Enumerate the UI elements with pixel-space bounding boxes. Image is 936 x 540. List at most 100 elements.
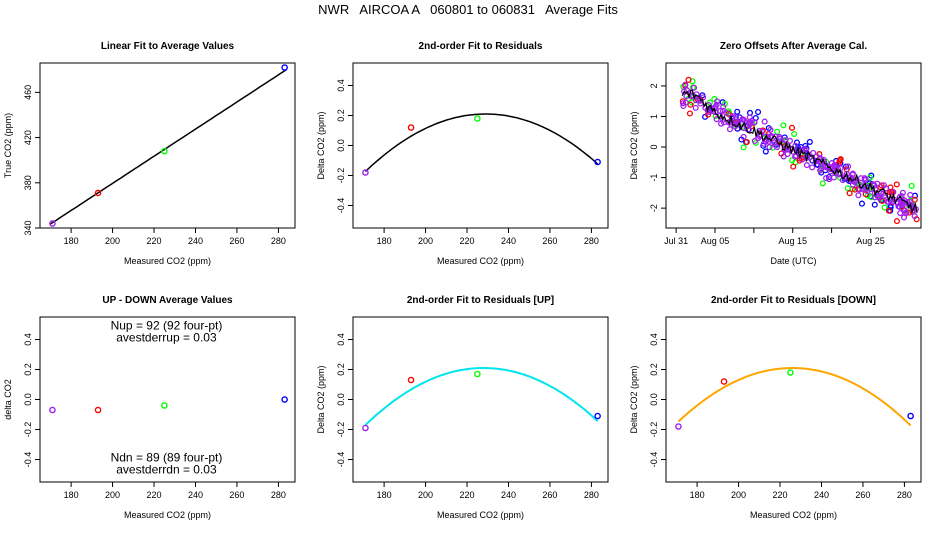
offset-point-purple xyxy=(880,182,888,189)
y-tick-label: 340 xyxy=(23,220,33,235)
y-tick-label: 0.0 xyxy=(336,393,346,406)
plot-frame xyxy=(665,62,922,229)
offset-point-purple xyxy=(751,119,758,126)
x-tick-label: 280 xyxy=(271,490,286,500)
x-tick-label: Aug 15 xyxy=(778,236,807,246)
offset-point-purple xyxy=(692,97,700,104)
y-tick-label: 0.2 xyxy=(336,109,346,122)
offset-point-purple xyxy=(830,174,837,181)
offset-point-purple xyxy=(817,167,824,174)
chart-title: Zero Offsets After Average Cal. xyxy=(720,41,867,52)
y-tick-label: 1 xyxy=(649,114,659,119)
offset-point-green xyxy=(789,157,796,164)
x-tick-label: 200 xyxy=(105,490,120,500)
x-tick-label: 280 xyxy=(897,490,912,500)
offset-point-purple xyxy=(780,153,787,160)
data-layer xyxy=(679,76,920,225)
chart-zero-offsets: Zero Offsets After Average Cal. Jul 31 Aug… xyxy=(629,41,922,266)
x-axis-label: Date (UTC) xyxy=(770,256,816,266)
x-tick-label: 180 xyxy=(690,490,705,500)
offset-point-green xyxy=(740,144,747,151)
offset-point-purple xyxy=(681,88,688,95)
y-tick-label: -0.4 xyxy=(23,452,33,468)
x-tick-label: 240 xyxy=(501,236,516,246)
offset-point-purple xyxy=(740,133,747,140)
y-axis-label: Delta CO2 (ppm) xyxy=(316,365,326,433)
x-tick-label: 260 xyxy=(229,236,244,246)
y-tick-label: 0.4 xyxy=(649,333,659,346)
x-tick-label: Aug 05 xyxy=(701,236,730,246)
data-point xyxy=(161,147,168,155)
offset-point-purple xyxy=(739,116,746,123)
x-axis-label: Measured CO2 (ppm) xyxy=(124,256,211,266)
offset-point-red xyxy=(836,158,843,165)
x-tick-label: 240 xyxy=(501,490,516,500)
y-tick-label: 460 xyxy=(23,85,33,100)
y-tick-label: -1 xyxy=(649,174,659,182)
offset-point-purple xyxy=(845,163,852,170)
data-point xyxy=(94,189,102,197)
data-point xyxy=(474,370,481,378)
y-tick-label: 380 xyxy=(23,175,33,190)
y-tick-label: 0.2 xyxy=(336,363,346,376)
offset-point-purple xyxy=(871,182,878,189)
offset-point-blue xyxy=(802,142,809,149)
offset-point-purple xyxy=(907,191,914,198)
y-tick-label: 0 xyxy=(649,145,659,150)
offset-point-red xyxy=(885,207,892,214)
offset-point-red xyxy=(911,196,918,203)
y-tick-label: -0.2 xyxy=(649,422,659,438)
offset-point-purple xyxy=(828,160,835,167)
fit-line xyxy=(677,367,912,427)
y-tick-label: 2 xyxy=(649,83,659,88)
chart-linear-fit: Linear Fit to Average Values 180 200 220 240… xyxy=(3,41,296,266)
offset-point-red xyxy=(893,181,900,188)
chart-title: 2nd-order Fit to Residuals [DOWN] xyxy=(711,295,876,306)
offset-point-purple xyxy=(682,81,689,88)
data-layer xyxy=(675,367,914,430)
offset-point-purple xyxy=(897,210,904,217)
y-tick-label: 0.0 xyxy=(23,393,33,406)
offset-point-green xyxy=(881,204,888,211)
y-tick-label: -0.2 xyxy=(23,422,33,438)
y-axis-label: Delta CO2 (ppm) xyxy=(316,111,326,179)
y-tick-label: 0.2 xyxy=(649,363,659,376)
x-tick-label: 180 xyxy=(64,490,79,500)
data-point xyxy=(474,115,481,122)
chart-residual-fit: 2nd-order Fit to Residuals 180 200 220 240 26… xyxy=(316,41,609,266)
offset-point-green xyxy=(908,182,915,189)
offset-point-purple xyxy=(679,100,687,107)
annotation: Ndn = 89 (89 four-pt) xyxy=(111,450,223,464)
x-axis-label: Measured CO2 (ppm) xyxy=(437,510,524,520)
data-point xyxy=(407,376,415,384)
x-tick-label: 220 xyxy=(773,490,788,500)
x-tick-label: 280 xyxy=(584,490,599,500)
y-axis-label: True CO2 (ppm) xyxy=(3,113,13,178)
x-tick-label: 280 xyxy=(271,236,286,246)
offset-point-purple xyxy=(792,153,799,160)
x-tick-label: Aug 25 xyxy=(856,236,885,246)
offset-point-blue xyxy=(858,200,866,207)
offset-point-purple xyxy=(903,210,910,217)
x-tick-label: 200 xyxy=(418,236,433,246)
fit-line xyxy=(364,367,599,426)
data-layer xyxy=(49,64,288,227)
y-tick-label: 0.0 xyxy=(336,139,346,152)
offset-point-purple xyxy=(748,117,755,124)
offset-point-purple xyxy=(803,162,810,169)
y-tick-label: 0.2 xyxy=(23,363,33,376)
x-tick-label: 240 xyxy=(188,236,203,246)
offset-point-red xyxy=(846,190,853,197)
offset-point-purple xyxy=(772,133,779,140)
x-tick-label: 180 xyxy=(377,236,392,246)
x-tick-label: 200 xyxy=(418,490,433,500)
data-point xyxy=(720,378,728,385)
data-point xyxy=(594,412,601,420)
data-point xyxy=(281,396,288,403)
chart-residual-fit-up: 2nd-order Fit to Residuals [UP] 180 200 220… xyxy=(316,295,609,520)
chart-residual-fit-down: 2nd-order Fit to Residuals [DOWN] 180 200 2… xyxy=(629,295,922,520)
offset-point-green xyxy=(791,130,798,138)
offset-point-purple xyxy=(692,104,699,111)
offset-point-blue xyxy=(871,201,878,208)
